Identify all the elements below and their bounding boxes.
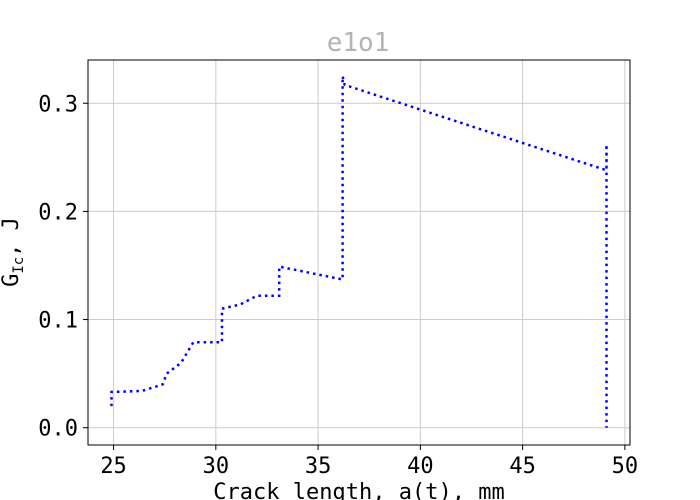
x-tick-label: 40 [407, 454, 434, 479]
x-tick-label: 25 [100, 454, 127, 479]
y-axis-label: GIc, J [0, 217, 27, 287]
chart-title: e1o1 [327, 28, 390, 58]
x-tick-label: 45 [509, 454, 536, 479]
x-axis: 25 30 35 40 45 50 [100, 445, 638, 479]
x-axis-label: Crack length, a(t), mm [213, 480, 504, 500]
x-tick-label: 30 [203, 454, 230, 479]
grid-lines [88, 60, 630, 445]
series-line [110, 75, 608, 428]
y-tick-label: 0.3 [38, 92, 78, 117]
y-tick-label: 0.1 [38, 309, 78, 334]
y-tick-label: 0.0 [38, 417, 78, 442]
x-tick-label: 50 [612, 454, 639, 479]
x-tick-label: 35 [305, 454, 332, 479]
plot-frame [87, 59, 631, 446]
y-tick-label: 0.2 [38, 200, 78, 225]
plot-lines [110, 75, 608, 428]
y-axis: 0.0 0.1 0.2 0.3 [38, 92, 88, 442]
